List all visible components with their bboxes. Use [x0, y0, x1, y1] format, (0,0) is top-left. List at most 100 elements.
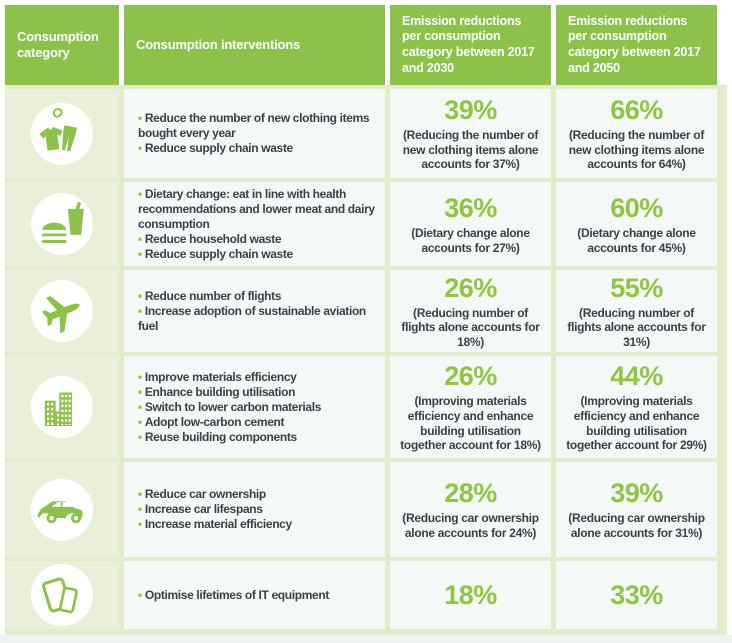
intervention-text: Increase material efficiency — [144, 517, 292, 531]
reduction-note: (Reducing the number of new clothing ite… — [568, 128, 705, 172]
interventions-cell: • Improve materials efficiency • Enhance bu… — [124, 356, 385, 458]
reduction-note: (Dietary change alone accounts for 45%) — [577, 225, 696, 255]
intervention-item: • Reuse building components — [138, 430, 379, 445]
header-reductions-2050: Emission reductions per consumption cate… — [556, 5, 717, 85]
buildings-icon — [44, 392, 72, 427]
icon-circle — [31, 280, 93, 342]
intervention-text: Reduce supply chain waste — [144, 246, 293, 261]
reduction-note: (Reducing number of flights alone accoun… — [567, 305, 706, 349]
intervention-text: Optimise lifetimes of IT equipment — [144, 587, 329, 602]
reduction-2030-cell: 26% (Improving materials efficiency and … — [390, 356, 551, 458]
reduction-note: (Improving materials efficiency and enha… — [400, 394, 541, 453]
reduction-percentage: 18% — [444, 579, 497, 610]
intervention-text: Reduce car ownership — [144, 487, 266, 501]
reduction-2050-cell: 55% (Reducing number of flights alone ac… — [556, 270, 717, 352]
reduction-2050-cell: 39% (Reducing car ownership alone accoun… — [556, 462, 717, 557]
intervention-text: Reduce household waste — [144, 231, 282, 246]
intervention-item: • Switch to lower carbon materials — [138, 400, 379, 415]
intervention-text: Dietary change: eat in line with health … — [138, 186, 375, 231]
bullet-icon: • — [138, 288, 142, 303]
header-reductions-2030: Emission reductions per consumption cate… — [390, 5, 551, 85]
reduction-note: (Reducing car ownership alone accounts f… — [568, 511, 705, 540]
reduction-2030-cell: 26% (Reducing number of flights alone ac… — [390, 270, 551, 352]
intervention-item: • Reduce supply chain waste — [138, 247, 379, 262]
reduction-2050-cell: 33% — [556, 561, 717, 629]
intervention-text: Reduce supply chain waste — [144, 141, 293, 155]
intervention-item: • Dietary change: eat in line with health… — [138, 187, 379, 232]
bullet-icon: • — [138, 502, 142, 516]
reduction-note: (Reducing the number of new clothing ite… — [402, 128, 539, 172]
bullet-icon: • — [138, 141, 142, 155]
reduction-percentage: 36% — [444, 192, 497, 223]
reduction-percentage: 44% — [610, 361, 663, 392]
airplane-icon — [41, 296, 80, 334]
icon-circle — [31, 102, 93, 165]
reduction-2050-cell: 66% (Reducing the number of new clothing… — [556, 89, 717, 178]
clothing-icon — [39, 107, 77, 151]
reduction-percentage: 26% — [444, 272, 497, 303]
food-drink-icon — [40, 201, 84, 245]
intervention-item: • Increase adoption of sustainable aviati… — [138, 304, 379, 334]
car-icon — [37, 500, 83, 523]
reduction-percentage: 55% — [610, 272, 663, 303]
reduction-percentage: 26% — [444, 361, 497, 392]
intervention-text: Increase adoption of sustainable aviatio… — [138, 303, 366, 333]
reduction-2050-cell: 44% (Improving materials efficiency and … — [556, 356, 717, 458]
bullet-icon: • — [138, 384, 142, 399]
intervention-text: Reuse building components — [144, 429, 297, 444]
bullet-icon: • — [138, 231, 142, 246]
reduction-2030-cell: 39% (Reducing the number of new clothing… — [390, 89, 551, 178]
reduction-note: (Reducing car ownership alone accounts f… — [402, 511, 539, 540]
bullet-icon: • — [138, 587, 142, 602]
interventions-cell: • Reduce number of flights • Increase adopt… — [124, 270, 385, 352]
intervention-text: Improve materials efficiency — [144, 369, 297, 384]
intervention-item: • Reduce car ownership — [138, 487, 379, 502]
intervention-item: • Reduce household waste — [138, 232, 379, 247]
intervention-item: • Reduce supply chain waste — [138, 141, 379, 156]
bullet-icon: • — [138, 111, 142, 125]
icon-circle — [31, 376, 93, 438]
reduction-note: (Dietary change alone accounts for 27%) — [411, 225, 530, 255]
reduction-2030-cell: 36% (Dietary change alone accounts for 2… — [390, 182, 551, 266]
intervention-text: Reduce number of flights — [144, 288, 282, 303]
intervention-item: • Reduce number of flights — [138, 289, 379, 304]
interventions-cell: • Dietary change: eat in line with health… — [124, 182, 385, 266]
interventions-cell: • Reduce the number of new clothing items… — [124, 89, 385, 178]
bullet-icon: • — [138, 429, 142, 444]
intervention-text: Increase car lifespans — [144, 502, 263, 516]
intervention-item: • Adopt low-carbon cement — [138, 415, 379, 430]
bullet-icon: • — [138, 303, 142, 318]
header-consumption-interventions: Consumption interventions — [124, 5, 385, 85]
category-cell-cars — [5, 462, 119, 557]
intervention-item: • Increase material efficiency — [138, 517, 379, 532]
reduction-percentage: 66% — [610, 95, 663, 126]
category-cell-it-equipment — [5, 561, 119, 629]
bullet-icon: • — [138, 487, 142, 501]
reduction-percentage: 28% — [444, 478, 497, 509]
intervention-item: • Increase car lifespans — [138, 502, 379, 517]
reduction-note: (Reducing number of flights alone accoun… — [401, 305, 540, 349]
it-devices-icon — [42, 577, 78, 614]
reduction-note: (Improving materials efficiency and enha… — [566, 394, 707, 453]
intervention-item: • Improve materials efficiency — [138, 370, 379, 385]
category-cell-buildings — [5, 356, 119, 458]
intervention-text: Adopt low-carbon cement — [144, 414, 285, 429]
reduction-2030-cell: 28% (Reducing car ownership alone accoun… — [390, 462, 551, 557]
interventions-cell: • Reduce car ownership • Increase car lifes… — [124, 462, 385, 557]
table-grid: Consumption category Consumption interve… — [5, 5, 717, 629]
intervention-item: • Reduce the number of new clothing items… — [138, 111, 379, 141]
icon-circle — [31, 478, 93, 541]
reduction-percentage: 33% — [610, 579, 663, 610]
bullet-icon: • — [138, 186, 142, 201]
intervention-text: Reduce the number of new clothing items … — [138, 111, 370, 140]
icon-circle — [31, 564, 93, 626]
bullet-icon: • — [138, 246, 142, 261]
reduction-2030-cell: 18% — [390, 561, 551, 629]
category-cell-clothing — [5, 89, 119, 178]
intervention-item: • Enhance building utilisation — [138, 385, 379, 400]
reduction-percentage: 60% — [610, 192, 663, 223]
header-consumption-category: Consumption category — [5, 5, 119, 85]
bullet-icon: • — [138, 399, 142, 414]
intervention-item: • Optimise lifetimes of IT equipment — [138, 588, 379, 603]
